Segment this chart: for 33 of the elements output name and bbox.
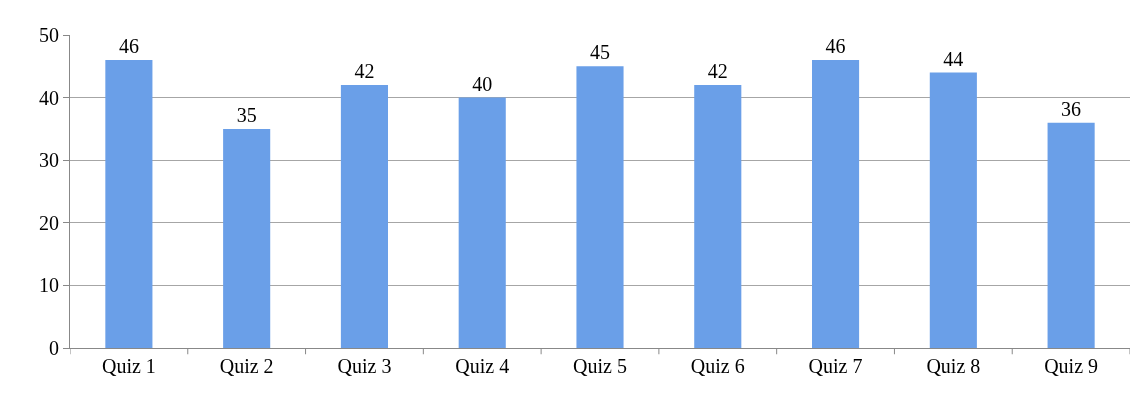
x-tick-label: Quiz 6 xyxy=(690,355,745,377)
data-label: 46 xyxy=(118,35,139,58)
x-tick-label: Quiz 3 xyxy=(337,355,392,377)
y-tick-label: 50 xyxy=(39,24,59,46)
x-tick-label: Quiz 7 xyxy=(808,355,863,377)
data-label: 35 xyxy=(236,103,257,126)
data-label: 42 xyxy=(707,60,728,83)
bar xyxy=(458,97,506,348)
bar xyxy=(1047,122,1095,348)
x-tick-label: Quiz 4 xyxy=(455,355,510,377)
data-label: 36 xyxy=(1061,97,1082,120)
x-tick-label: Quiz 9 xyxy=(1044,355,1099,377)
data-label: 44 xyxy=(943,47,964,70)
y-tick-label: 10 xyxy=(39,274,59,297)
x-tick-label: Quiz 2 xyxy=(219,355,274,377)
x-tick-label: Quiz 8 xyxy=(926,355,981,377)
y-tick-label: 30 xyxy=(39,149,59,172)
x-tick-label: Quiz 5 xyxy=(573,355,627,377)
data-label: 45 xyxy=(590,41,610,64)
data-label: 42 xyxy=(354,60,375,83)
bar xyxy=(694,85,742,348)
bar xyxy=(576,66,624,348)
bar xyxy=(223,128,271,348)
bar xyxy=(929,72,977,348)
data-label: 46 xyxy=(825,35,846,58)
bar xyxy=(812,60,860,348)
data-label: 40 xyxy=(472,72,493,95)
y-tick-label: 0 xyxy=(49,337,59,359)
y-tick-label: 20 xyxy=(39,211,59,234)
y-tick-label: 40 xyxy=(39,86,59,109)
x-tick-label: Quiz 1 xyxy=(101,355,156,377)
bar xyxy=(340,85,388,348)
bar xyxy=(105,60,153,348)
